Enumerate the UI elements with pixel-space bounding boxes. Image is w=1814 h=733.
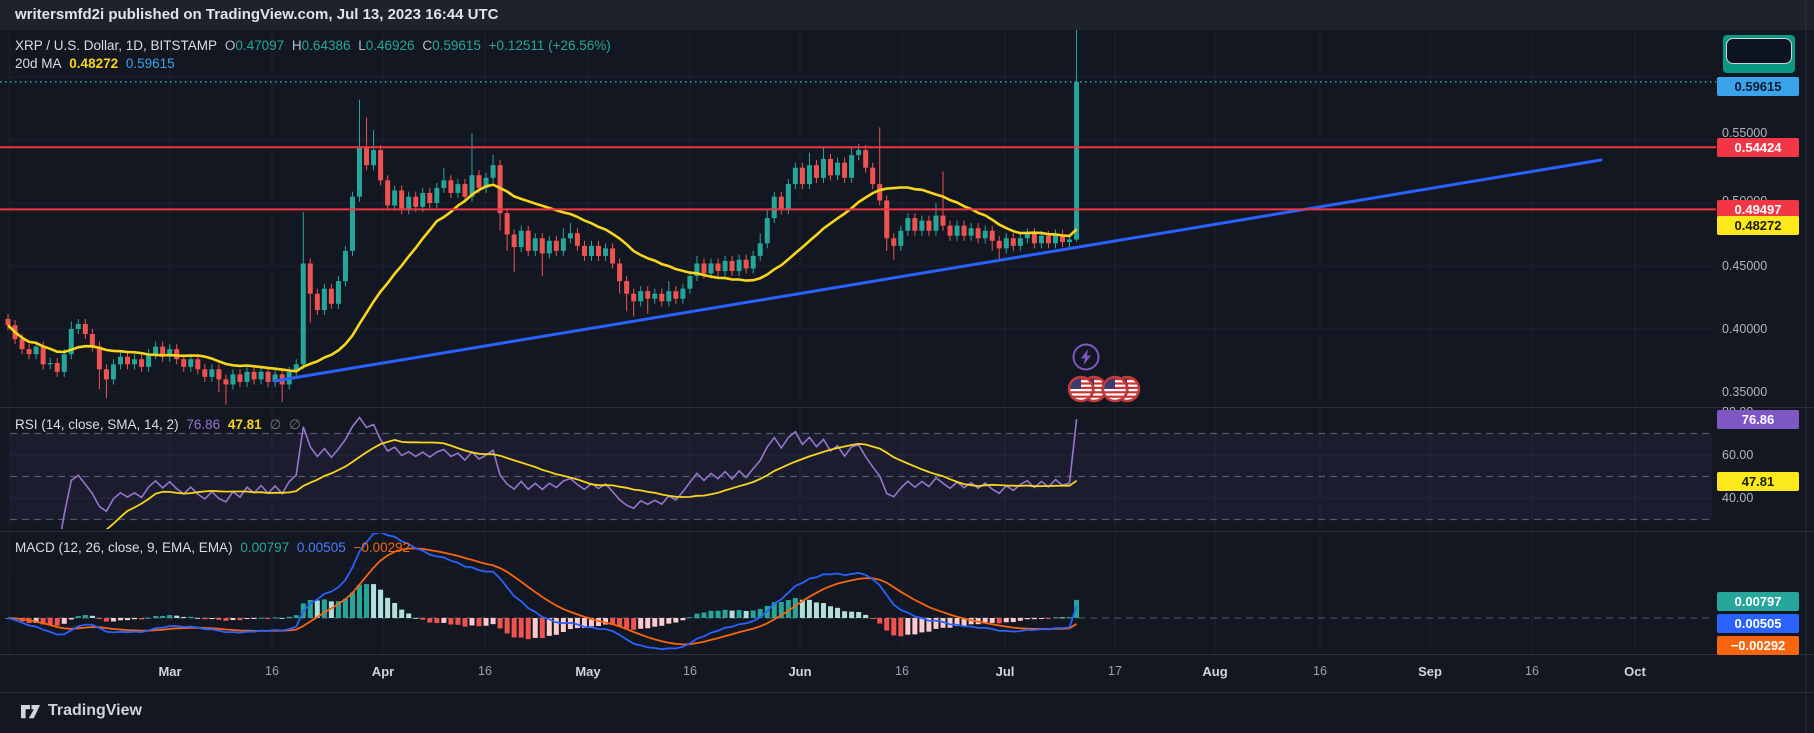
time-axis-label: 16 — [1313, 664, 1327, 678]
time-axis-label: Mar — [158, 664, 182, 679]
publish-bar-text: writersmfd2i published on TradingView.co… — [15, 6, 499, 23]
us-flag-icon[interactable] — [1101, 375, 1129, 403]
macd-line-label: 0.00505 — [1717, 614, 1799, 633]
price-countdown-inner — [1726, 38, 1792, 64]
ma-value-label: 0.48272 — [1717, 216, 1799, 235]
time-axis-label: Oct — [1624, 664, 1646, 679]
ma-close-value: 0.59615 — [125, 56, 175, 71]
rsi-title[interactable]: RSI (14, close, SMA, 14, 2) — [15, 417, 179, 432]
time-axis-label: 16 — [895, 664, 909, 678]
price-axis-tick: 40.00 — [1722, 491, 1754, 505]
candles-layer — [5, 30, 1080, 405]
time-axis-label: Jul — [995, 664, 1015, 679]
rsi-hidden-plot-2: ∅ — [288, 417, 301, 432]
us-flag-icon[interactable] — [1067, 375, 1095, 403]
price-axis-tick: 0.35000 — [1722, 385, 1768, 399]
ma-value: 0.48272 — [69, 56, 119, 71]
time-axis-label: Jun — [788, 664, 812, 679]
rsi-layer — [60, 416, 1078, 529]
macd-title[interactable]: MACD (12, 26, close, 9, EMA, EMA) — [15, 540, 233, 555]
macd-hist-value: 0.00797 — [240, 540, 290, 555]
price-axis-tick: 0.40000 — [1722, 322, 1768, 336]
price-axis-tick: 0.55000 — [1722, 126, 1768, 140]
trendline[interactable] — [273, 158, 1603, 383]
ma20-line[interactable] — [7, 183, 1078, 373]
symbol-legend-row[interactable]: XRP / U.S. Dollar, 1D, BITSTAMP O0.47097… — [15, 38, 615, 53]
rsi-value-label: 76.86 — [1717, 410, 1799, 429]
price-axis-tick: 60.00 — [1722, 448, 1754, 462]
macd-line-value: 0.00505 — [296, 540, 346, 555]
support-label: 0.49497 — [1717, 200, 1799, 219]
low-value: 0.46926 — [365, 38, 415, 53]
us-economic-event-icons[interactable] — [1064, 372, 1148, 406]
macd-layer — [5, 533, 1080, 651]
macd-hist-label: 0.00797 — [1717, 592, 1799, 611]
lightning-event-icon[interactable] — [1068, 339, 1104, 375]
rsi-value: 76.86 — [186, 417, 221, 432]
high-label: H — [291, 38, 302, 53]
time-axis-label: 17 — [1108, 664, 1122, 678]
tradingview-logo-text: TradingView — [48, 702, 142, 719]
rsi-hidden-plot-1: ∅ — [269, 417, 282, 432]
tradingview-logo-icon — [21, 705, 40, 719]
high-value: 0.64386 — [301, 38, 351, 53]
publish-bar: writersmfd2i published on TradingView.co… — [0, 0, 1814, 30]
resistance-label: 0.54424 — [1717, 138, 1799, 157]
time-axis-label: 16 — [478, 664, 492, 678]
time-axis-label: May — [575, 664, 601, 679]
lightning-bolt-glyph — [1081, 349, 1091, 365]
rsi-legend-row[interactable]: RSI (14, close, SMA, 14, 2) 76.86 47.81 … — [15, 417, 305, 433]
symbol-title[interactable]: XRP / U.S. Dollar, 1D, BITSTAMP — [15, 38, 218, 53]
open-value: 0.47097 — [235, 38, 285, 53]
gridlines — [9, 30, 1712, 653]
time-axis-label: Aug — [1202, 664, 1228, 679]
time-axis-label: Sep — [1418, 664, 1442, 679]
close-value: 0.59615 — [432, 38, 481, 53]
open-label: O — [224, 38, 236, 53]
time-axis-label: 16 — [1525, 664, 1539, 678]
rsi-ma-value: 47.81 — [227, 417, 262, 432]
macd-signal-value: −0.00292 — [353, 540, 411, 555]
ma-label[interactable]: 20d MA — [15, 56, 62, 71]
change-value: +0.12511 (+26.56%) — [488, 38, 611, 53]
time-axis-label: Apr — [371, 664, 395, 679]
close-label: C — [422, 38, 433, 53]
price-countdown-box — [1723, 35, 1795, 73]
price-axis-tick: 0.45000 — [1722, 259, 1768, 273]
time-axis-label: 16 — [265, 664, 279, 678]
tradingview-logo[interactable]: TradingView — [18, 699, 142, 723]
macd-signal-label: −0.00292 — [1717, 636, 1799, 655]
macd-legend-row[interactable]: MACD (12, 26, close, 9, EMA, EMA) 0.0079… — [15, 540, 414, 555]
rsi-ma-label: 47.81 — [1717, 472, 1799, 491]
ma-legend-row[interactable]: 20d MA 0.48272 0.59615 — [15, 56, 179, 71]
time-axis-label: 16 — [683, 664, 697, 678]
current-price-label: 0.59615 — [1717, 77, 1799, 96]
low-label: L — [358, 38, 366, 53]
